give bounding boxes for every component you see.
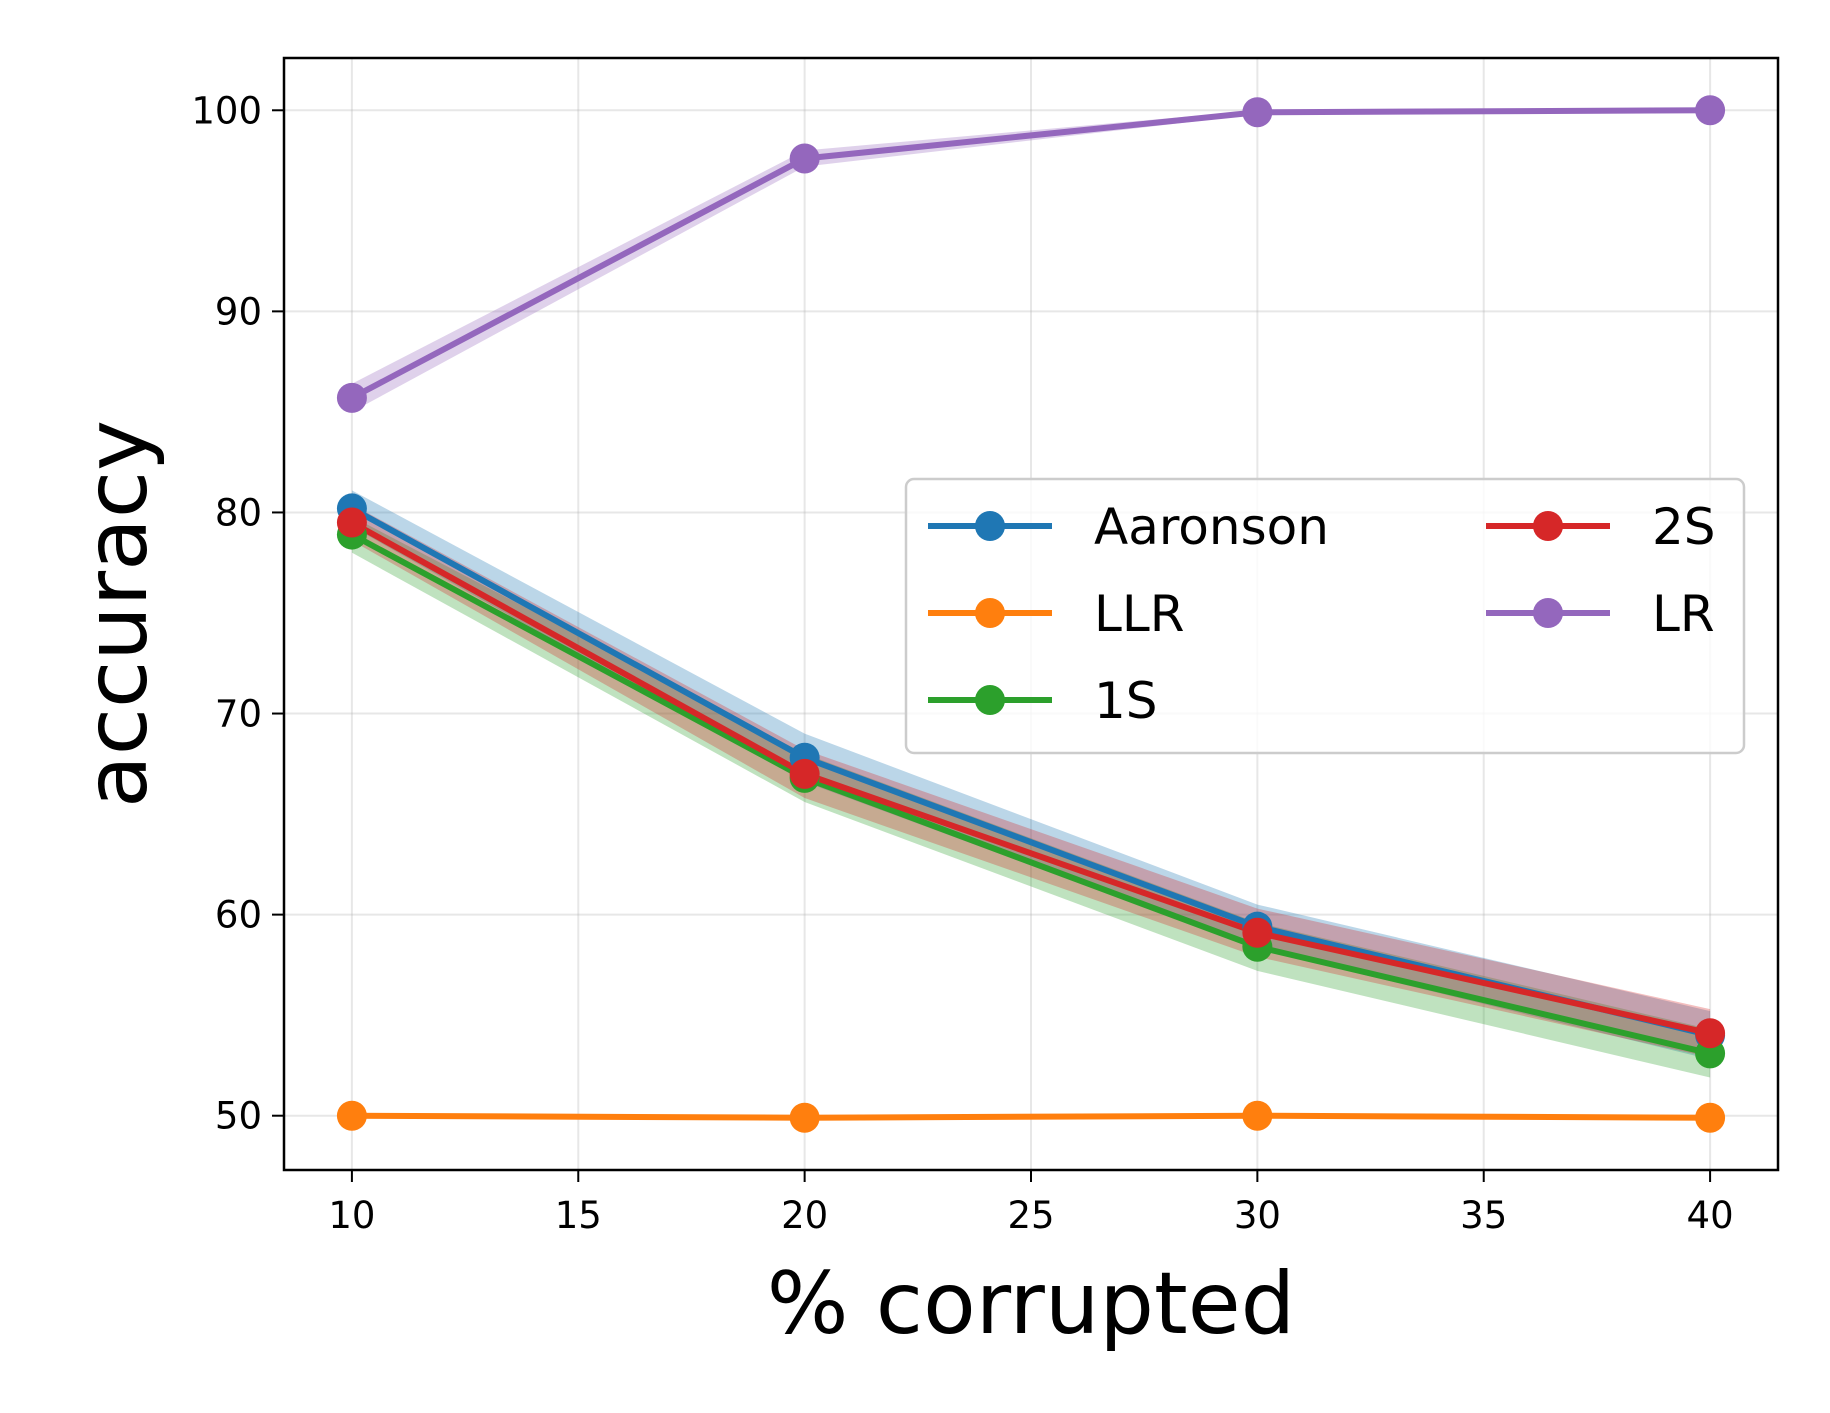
legend-label-aaronson: Aaronson — [1094, 498, 1329, 556]
point-lr — [1242, 97, 1273, 128]
line-llr — [348, 1112, 1714, 1121]
point-lr — [1695, 95, 1726, 126]
legend-label-llr: LLR — [1094, 585, 1184, 643]
x-tick-label: 30 — [1234, 1194, 1281, 1237]
point-lr — [336, 382, 367, 413]
y-tick-label: 80 — [215, 491, 262, 534]
legend-marker-aaronson — [975, 511, 1005, 541]
x-tick-label: 35 — [1460, 1194, 1507, 1237]
point-2s — [789, 758, 820, 789]
x-axis-label: % corrupted — [767, 1254, 1295, 1354]
x-tick-label: 40 — [1687, 1194, 1734, 1237]
x-tick-label: 25 — [1007, 1194, 1054, 1237]
series-lines — [347, 107, 1714, 1121]
x-tick-label: 15 — [555, 1194, 602, 1237]
legend: Aaronson LLR 1S 2S LR — [904, 477, 1746, 755]
line-lr — [347, 107, 1714, 402]
line-1s — [347, 530, 1714, 1057]
x-tick-label: 10 — [328, 1194, 375, 1237]
legend-marker-lr — [1533, 598, 1563, 628]
y-tick-label: 50 — [215, 1095, 262, 1138]
y-tick-label: 100 — [191, 89, 262, 132]
legend-label-lr: LR — [1652, 585, 1715, 643]
legend-label-2s: 2S — [1652, 498, 1716, 556]
legend-marker-llr — [975, 598, 1005, 628]
point-llr — [789, 1102, 820, 1133]
point-llr — [1695, 1102, 1726, 1133]
y-tick-label: 90 — [215, 290, 262, 333]
y-axis-label: accuracy — [67, 420, 167, 808]
line-2s — [347, 518, 1714, 1037]
y-axis-ticks: 50 60 70 80 90 100 — [191, 89, 284, 1138]
y-tick-label: 60 — [215, 894, 262, 937]
series-markers — [336, 95, 1726, 1133]
legend-frame — [904, 477, 1746, 755]
point-2s — [1695, 1018, 1726, 1049]
point-2s — [336, 507, 367, 538]
legend-marker-1s — [975, 685, 1005, 715]
point-2s — [1242, 917, 1273, 948]
point-llr — [1242, 1100, 1273, 1131]
x-axis-ticks: 10 15 20 25 30 35 40 — [328, 1170, 1734, 1237]
point-llr — [336, 1100, 367, 1131]
point-lr — [789, 143, 820, 174]
x-tick-label: 20 — [781, 1194, 828, 1237]
legend-marker-2s — [1533, 511, 1563, 541]
y-tick-label: 70 — [215, 693, 262, 736]
legend-label-1s: 1S — [1094, 672, 1158, 730]
band-lr — [351, 110, 1711, 412]
